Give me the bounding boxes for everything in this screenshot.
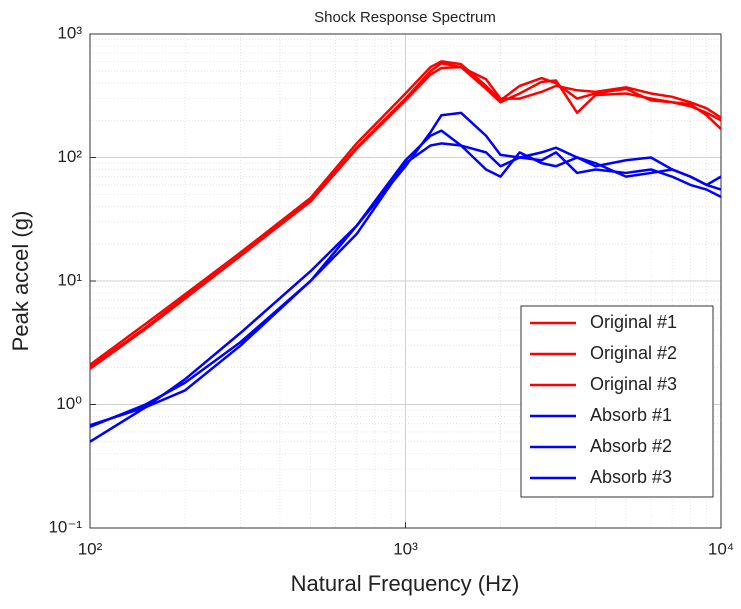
legend-label: Original #2 xyxy=(590,343,677,363)
legend-box xyxy=(520,305,714,498)
y-tick-label: 10¹ xyxy=(57,270,82,289)
x-axis-label: Natural Frequency (Hz) xyxy=(291,571,520,596)
y-tick-label: 10³ xyxy=(57,23,82,42)
x-tick-label: 10³ xyxy=(393,539,418,558)
y-tick-label: 10⁻¹ xyxy=(48,517,82,536)
y-tick-label: 10² xyxy=(57,147,82,166)
legend-label: Original #3 xyxy=(590,374,677,394)
series-line xyxy=(89,65,722,370)
chart-title: Shock Response Spectrum xyxy=(314,9,496,26)
x-tick-label: 10² xyxy=(78,539,103,558)
legend-label: Original #1 xyxy=(590,312,677,332)
legend-label: Absorb #3 xyxy=(590,467,672,487)
legend: Original #1 Original #2 Original #3 Absorb … xyxy=(520,305,714,498)
y-tick-label: 10⁰ xyxy=(56,394,82,413)
legend-label: Absorb #2 xyxy=(590,436,672,456)
legend-label: Absorb #1 xyxy=(590,405,672,425)
series-line xyxy=(89,142,722,427)
y-axis-label: Peak accel (g) xyxy=(8,211,33,352)
x-tick-label: 10⁴ xyxy=(708,539,734,558)
plot-frame xyxy=(89,33,722,529)
